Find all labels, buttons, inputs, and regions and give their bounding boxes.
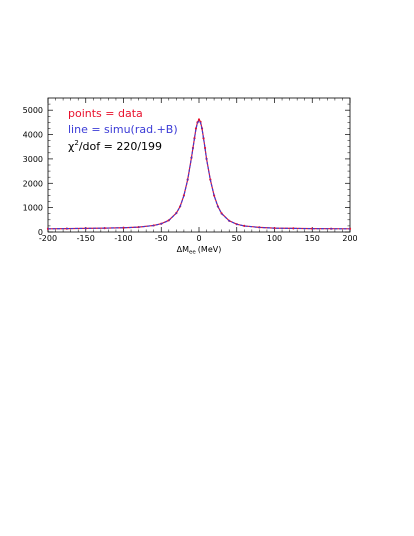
x-axis-title-main: ΔM — [177, 245, 189, 254]
x-tick-label-7: 150 — [305, 234, 320, 243]
x-tick-label-6: 100 — [267, 234, 282, 243]
x-axis-title: ΔMee (MeV) — [177, 245, 222, 256]
x-tick-label-0: -200 — [39, 234, 57, 243]
legend: points = data line = simu(rad.+B) χ2/dof… — [68, 107, 178, 153]
data-point — [194, 127, 198, 130]
series-layer — [46, 118, 352, 230]
tick-labels: -200 -150 -100 -50 0 50 100 150 2000100020003000… — [23, 106, 358, 243]
legend-entry-simu: line = simu(rad.+B) — [68, 123, 178, 136]
series-line-simu — [47, 119, 351, 230]
x-tick-label-4: 0 — [196, 234, 201, 243]
x-tick-label-3: -50 — [155, 234, 168, 243]
x-tick-label-1: -150 — [77, 234, 95, 243]
x-axis-title-sub: ee — [189, 250, 196, 256]
legend-chi-rest: /dof = 220/199 — [79, 140, 162, 153]
legend-chi-exponent: 2 — [74, 139, 78, 147]
y-tick-label-1: 1000 — [23, 204, 43, 213]
legend-chi-symbol: χ — [68, 140, 75, 153]
y-tick-label-5: 5000 — [23, 106, 43, 115]
y-tick-label-3: 3000 — [23, 155, 43, 164]
x-tick-label-2: -100 — [114, 234, 132, 243]
legend-entry-data: points = data — [68, 107, 143, 120]
y-tick-label-2: 2000 — [23, 179, 43, 188]
x-axis-title-unit: (MeV) — [198, 245, 222, 254]
y-tick-label-4: 4000 — [23, 131, 43, 140]
y-tick-label-0: 0 — [38, 228, 43, 237]
data-point — [292, 227, 295, 230]
ticks — [47, 98, 351, 233]
x-tick-label-5: 50 — [232, 234, 242, 243]
data-point — [197, 118, 201, 121]
x-tick-label-8: 200 — [342, 234, 357, 243]
legend-entry-chi2: χ2/dof = 220/199 — [68, 139, 162, 153]
